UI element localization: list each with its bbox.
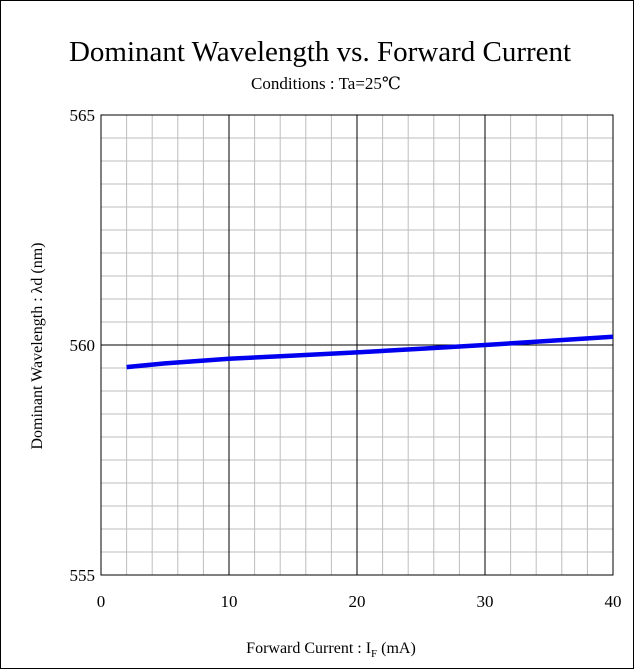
x-tick-label: 10 <box>221 592 238 611</box>
x-tick-label: 20 <box>349 592 366 611</box>
y-tick-labels: 555 560 565 <box>70 106 96 585</box>
y-tick-label: 555 <box>70 566 96 585</box>
x-axis-label: Forward Current : IF (mA) <box>246 640 416 660</box>
x-axis-label-unit: (mA) <box>377 640 416 657</box>
x-tick-label: 30 <box>477 592 494 611</box>
chart-subtitle: Conditions : Ta=25℃ <box>251 74 401 93</box>
series-layer <box>126 334 614 370</box>
plot-area-border <box>100 114 614 576</box>
y-axis-label: Dominant Wavelength : λd (nm) <box>29 242 46 449</box>
chart-title: Dominant Wavelength vs. Forward Current <box>69 36 571 68</box>
y-tick-label: 565 <box>70 106 96 125</box>
x-tick-label: 0 <box>97 592 106 611</box>
y-tick-label: 560 <box>70 336 96 355</box>
series-line <box>126 334 614 370</box>
x-axis-label-subscript: F <box>371 648 377 660</box>
x-tick-labels: 0 10 20 30 40 <box>97 592 622 611</box>
x-axis-label-main: Forward Current : I <box>246 640 371 657</box>
x-tick-label: 40 <box>605 592 622 611</box>
